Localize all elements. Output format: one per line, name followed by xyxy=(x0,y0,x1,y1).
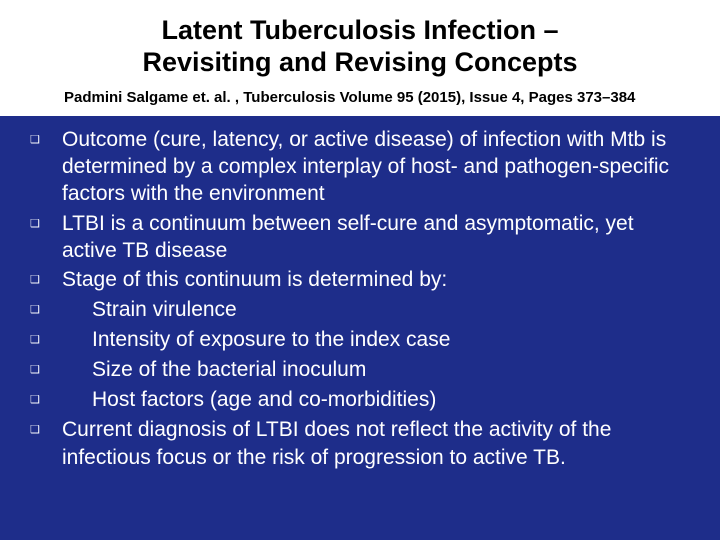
list-item: ❑ Stage of this continuum is determined … xyxy=(28,266,692,294)
list-item-text: Strain virulence xyxy=(62,296,692,323)
list-item: ❑ Size of the bacterial inoculum xyxy=(28,356,692,384)
bullet-icon: ❑ xyxy=(28,126,62,154)
bullet-icon: ❑ xyxy=(28,210,62,238)
list-item-text: Host factors (age and co-morbidities) xyxy=(62,386,692,413)
title-line-1: Latent Tuberculosis Infection – xyxy=(161,15,558,45)
citation: Padmini Salgame et. al. , Tuberculosis V… xyxy=(40,85,680,106)
list-item: ❑ Current diagnosis of LTBI does not ref… xyxy=(28,416,692,471)
slide-title: Latent Tuberculosis Infection – Revisiti… xyxy=(40,14,680,85)
list-item: ❑ LTBI is a continuum between self-cure … xyxy=(28,210,692,265)
bullet-icon: ❑ xyxy=(28,296,62,324)
list-item: ❑ Intensity of exposure to the index cas… xyxy=(28,326,692,354)
bullet-icon: ❑ xyxy=(28,326,62,354)
list-item-text: Size of the bacterial inoculum xyxy=(62,356,692,383)
list-item-text: Stage of this continuum is determined by… xyxy=(62,266,692,293)
header: Latent Tuberculosis Infection – Revisiti… xyxy=(0,0,720,116)
list-item: ❑ Strain virulence xyxy=(28,296,692,324)
list-item: ❑ Outcome (cure, latency, or active dise… xyxy=(28,126,692,208)
list-item-text: Current diagnosis of LTBI does not refle… xyxy=(62,416,692,471)
content: ❑ Outcome (cure, latency, or active dise… xyxy=(0,116,720,471)
bullet-icon: ❑ xyxy=(28,266,62,294)
list-item-text: LTBI is a continuum between self-cure an… xyxy=(62,210,692,265)
bullet-icon: ❑ xyxy=(28,386,62,414)
list-item-text: Outcome (cure, latency, or active diseas… xyxy=(62,126,692,208)
bullet-icon: ❑ xyxy=(28,416,62,444)
list-item-text: Intensity of exposure to the index case xyxy=(62,326,692,353)
list-item: ❑ Host factors (age and co-morbidities) xyxy=(28,386,692,414)
bullet-icon: ❑ xyxy=(28,356,62,384)
title-line-2: Revisiting and Revising Concepts xyxy=(142,47,577,77)
